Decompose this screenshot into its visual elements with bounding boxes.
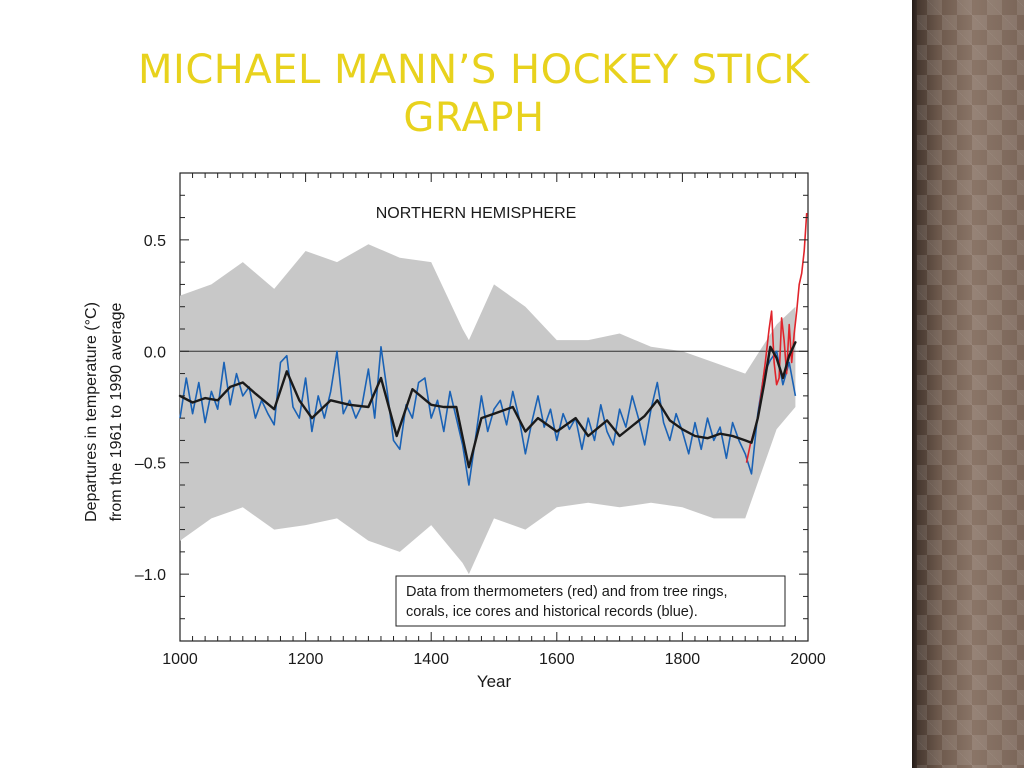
x-tick-label: 1600 (539, 651, 575, 668)
decorative-side-panel (912, 0, 1024, 768)
smoothed-series-layer (178, 341, 797, 469)
legend-box: Data from thermometers (red) and from tr… (395, 575, 786, 627)
y-tick-label: 0.0 (144, 344, 166, 361)
chart-title: NORTHERN HEMISPHERE (376, 205, 577, 222)
uncertainty-band-layer (180, 244, 796, 575)
slide-title-line-2: Graph (403, 95, 545, 141)
y-tick-label: 0.5 (144, 233, 166, 250)
x-tick-label: 1400 (413, 651, 449, 668)
uncertainty-band (180, 244, 796, 575)
hockey-stick-chart: 1000 1200 1400 1600 1800 2000 0.5 0.0 –0.5 –1.0 N… (83, 172, 826, 691)
proxy-series-line (179, 346, 797, 486)
legend-line-1: Data from thermometers (red) and from tr… (406, 584, 728, 600)
proxy-series-layer (179, 346, 797, 486)
slide-title: Michael Mann’s Hockey Stick Graph (40, 46, 908, 142)
x-tick-label: 1800 (665, 651, 701, 668)
x-tick-label: 2000 (790, 651, 826, 668)
x-axis-label: Year (477, 672, 512, 691)
legend-frame (395, 575, 786, 627)
axes-layer: 1000 1200 1400 1600 1800 2000 0.5 0.0 –0.5 –1.0 (135, 173, 826, 668)
side-panel-edge (912, 0, 917, 768)
legend-line-2: corals, ice cores and historical records… (406, 604, 698, 620)
y-axis-label-line-2: from the 1961 to 1990 average (108, 302, 125, 521)
x-tick-label: 1000 (162, 651, 198, 668)
y-tick-label: –1.0 (135, 567, 166, 584)
smoothed-series-line (178, 341, 797, 469)
x-tick-label: 1200 (288, 651, 324, 668)
y-tick-label: –0.5 (135, 456, 166, 473)
slide-title-line-1: Michael Mann’s Hockey Stick (138, 47, 810, 93)
y-axis-label-line-1: Departures in temperature (°C) (83, 302, 100, 522)
